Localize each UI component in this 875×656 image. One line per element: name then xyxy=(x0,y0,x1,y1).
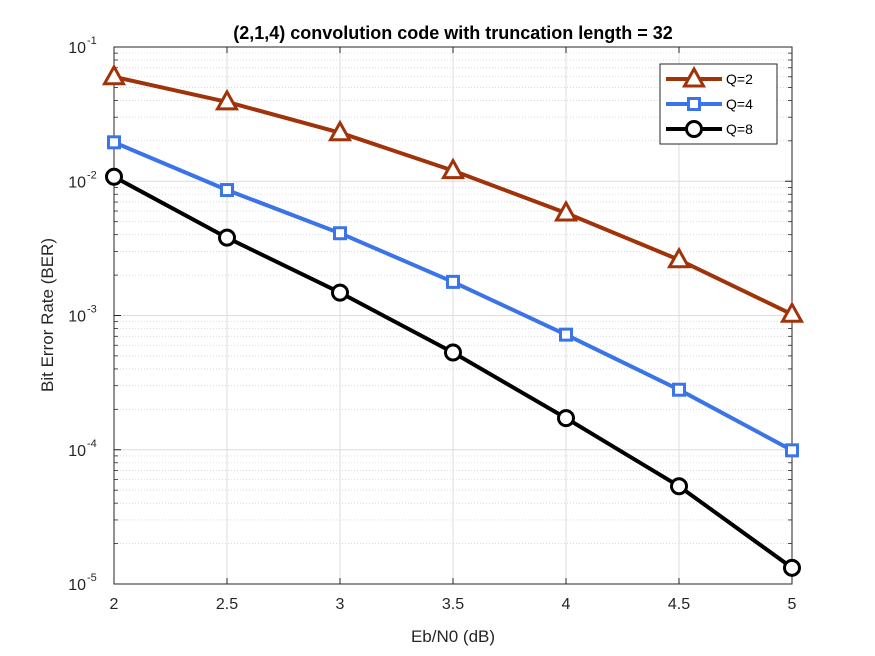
data-point-q2 xyxy=(101,63,127,86)
data-point-q4 xyxy=(107,135,121,150)
x-axis-label: Eb/N0 (dB) xyxy=(411,627,495,646)
data-point-q8 xyxy=(444,343,462,362)
data-point-q8 xyxy=(218,228,236,247)
data-point-q2 xyxy=(553,199,579,222)
legend-label: Q=8 xyxy=(726,121,753,137)
data-point-q8 xyxy=(783,558,801,577)
y-tick-base: 10 xyxy=(68,40,86,57)
data-point-q8 xyxy=(557,409,575,428)
data-point-q8 xyxy=(331,283,349,302)
legend-label: Q=4 xyxy=(726,96,753,112)
x-tick-label: 3.5 xyxy=(442,596,464,613)
x-tick-label: 5 xyxy=(788,596,797,613)
x-tick-label: 3 xyxy=(336,596,345,613)
legend-label: Q=2 xyxy=(726,71,753,87)
x-tick-label: 2 xyxy=(110,596,119,613)
y-tick-label: 10 -3 xyxy=(68,304,97,326)
y-tick-label: 10 -1 xyxy=(68,35,97,57)
series-q2 xyxy=(101,63,805,323)
y-tick-exponent: -1 xyxy=(87,35,97,47)
y-tick-labels: 10-510-410-310-210-1 xyxy=(68,35,97,594)
data-point-q8 xyxy=(105,167,123,186)
data-point-q4 xyxy=(333,226,347,241)
data-point-q2 xyxy=(440,157,466,180)
legend-item-q8: Q=8 xyxy=(666,120,753,138)
y-tick-label: 10 -5 xyxy=(68,572,97,594)
series-q4 xyxy=(107,135,799,458)
y-tick-exponent: -3 xyxy=(87,304,97,316)
data-point-q4 xyxy=(672,382,686,397)
y-axis-label: Bit Error Rate (BER) xyxy=(38,238,57,392)
legend-marker xyxy=(681,65,707,88)
y-tick-base: 10 xyxy=(68,309,86,326)
x-tick-label: 2.5 xyxy=(216,596,238,613)
data-point-q4 xyxy=(785,443,799,458)
y-tick-base: 10 xyxy=(68,174,86,191)
y-tick-base: 10 xyxy=(68,443,86,460)
data-point-q4 xyxy=(446,274,460,289)
y-tick-base: 10 xyxy=(68,577,86,594)
data-point-q2 xyxy=(214,88,240,111)
series-layer xyxy=(101,63,805,577)
legend: Q=2 Q=4 Q=8 xyxy=(659,63,778,145)
data-point-q4 xyxy=(559,327,573,342)
y-tick-label: 10 -4 xyxy=(68,438,97,460)
x-tick-label: 4.5 xyxy=(668,596,690,613)
data-point-q8 xyxy=(670,477,688,496)
y-tick-label: 10 -2 xyxy=(68,169,97,191)
y-tick-exponent: -5 xyxy=(87,572,97,584)
legend-item-q2: Q=2 xyxy=(666,65,753,88)
data-point-q4 xyxy=(220,183,234,198)
data-point-q2 xyxy=(666,246,692,269)
legend-marker xyxy=(685,120,703,138)
data-point-q2 xyxy=(779,301,805,323)
legend-item-q4: Q=4 xyxy=(666,96,753,112)
y-tick-exponent: -4 xyxy=(87,438,97,450)
data-point-q2 xyxy=(327,119,353,142)
y-tick-exponent: -2 xyxy=(87,169,97,181)
x-tick-labels: 2 2.5 3 3.5 4 4.5 5 xyxy=(110,596,797,613)
series-q8 xyxy=(105,167,801,577)
legend-marker xyxy=(687,97,701,111)
x-tick-label: 4 xyxy=(562,596,571,613)
chart-title: (2,1,4) convolution code with truncation… xyxy=(233,23,673,43)
